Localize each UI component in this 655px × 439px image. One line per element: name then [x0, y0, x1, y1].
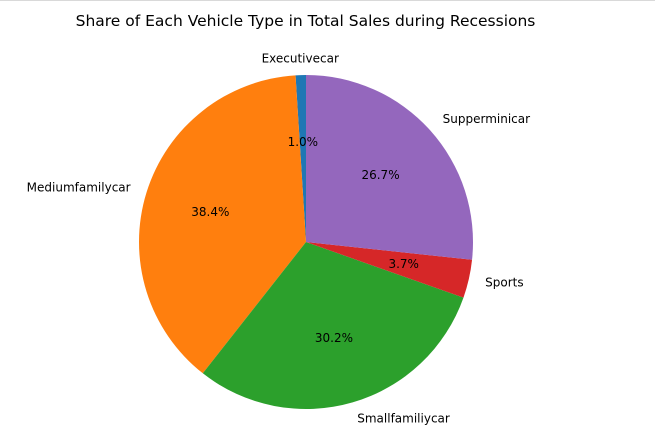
pie-slice-smallfamiliycar	[202, 242, 464, 410]
category-label-supperminicar: Supperminicar	[443, 112, 530, 126]
top-border	[0, 0, 655, 1]
percent-labels: 1.0% 38.4% 30.2% 3.7% 26.7%	[191, 135, 419, 345]
category-label-sports: Sports	[485, 276, 523, 290]
percent-label-executivecar: 1.0%	[288, 135, 319, 149]
category-labels: Executivecar Mediumfamilycar Smallfamiliyc…	[27, 51, 530, 425]
percent-label-supperminicar: 26.7%	[361, 168, 399, 182]
percent-label-smallfamiliycar: 30.2%	[315, 331, 353, 345]
pie-slice-executivecar	[295, 75, 306, 242]
pie-slice-supperminicar	[306, 75, 473, 260]
pie-slice-mediumfamilycar	[138, 75, 306, 374]
percent-label-mediumfamilycar: 38.4%	[191, 205, 229, 219]
category-label-executivecar: Executivecar	[262, 51, 339, 65]
category-label-smallfamiliycar: Smallfamiliycar	[357, 411, 450, 425]
percent-label-sports: 3.7%	[388, 257, 419, 271]
pie-slices	[138, 75, 473, 410]
pie-slice-sports	[306, 242, 473, 298]
category-label-mediumfamilycar: Mediumfamilycar	[27, 180, 131, 194]
chart-title: Share of Each Vehicle Type in Total Sale…	[75, 12, 536, 30]
